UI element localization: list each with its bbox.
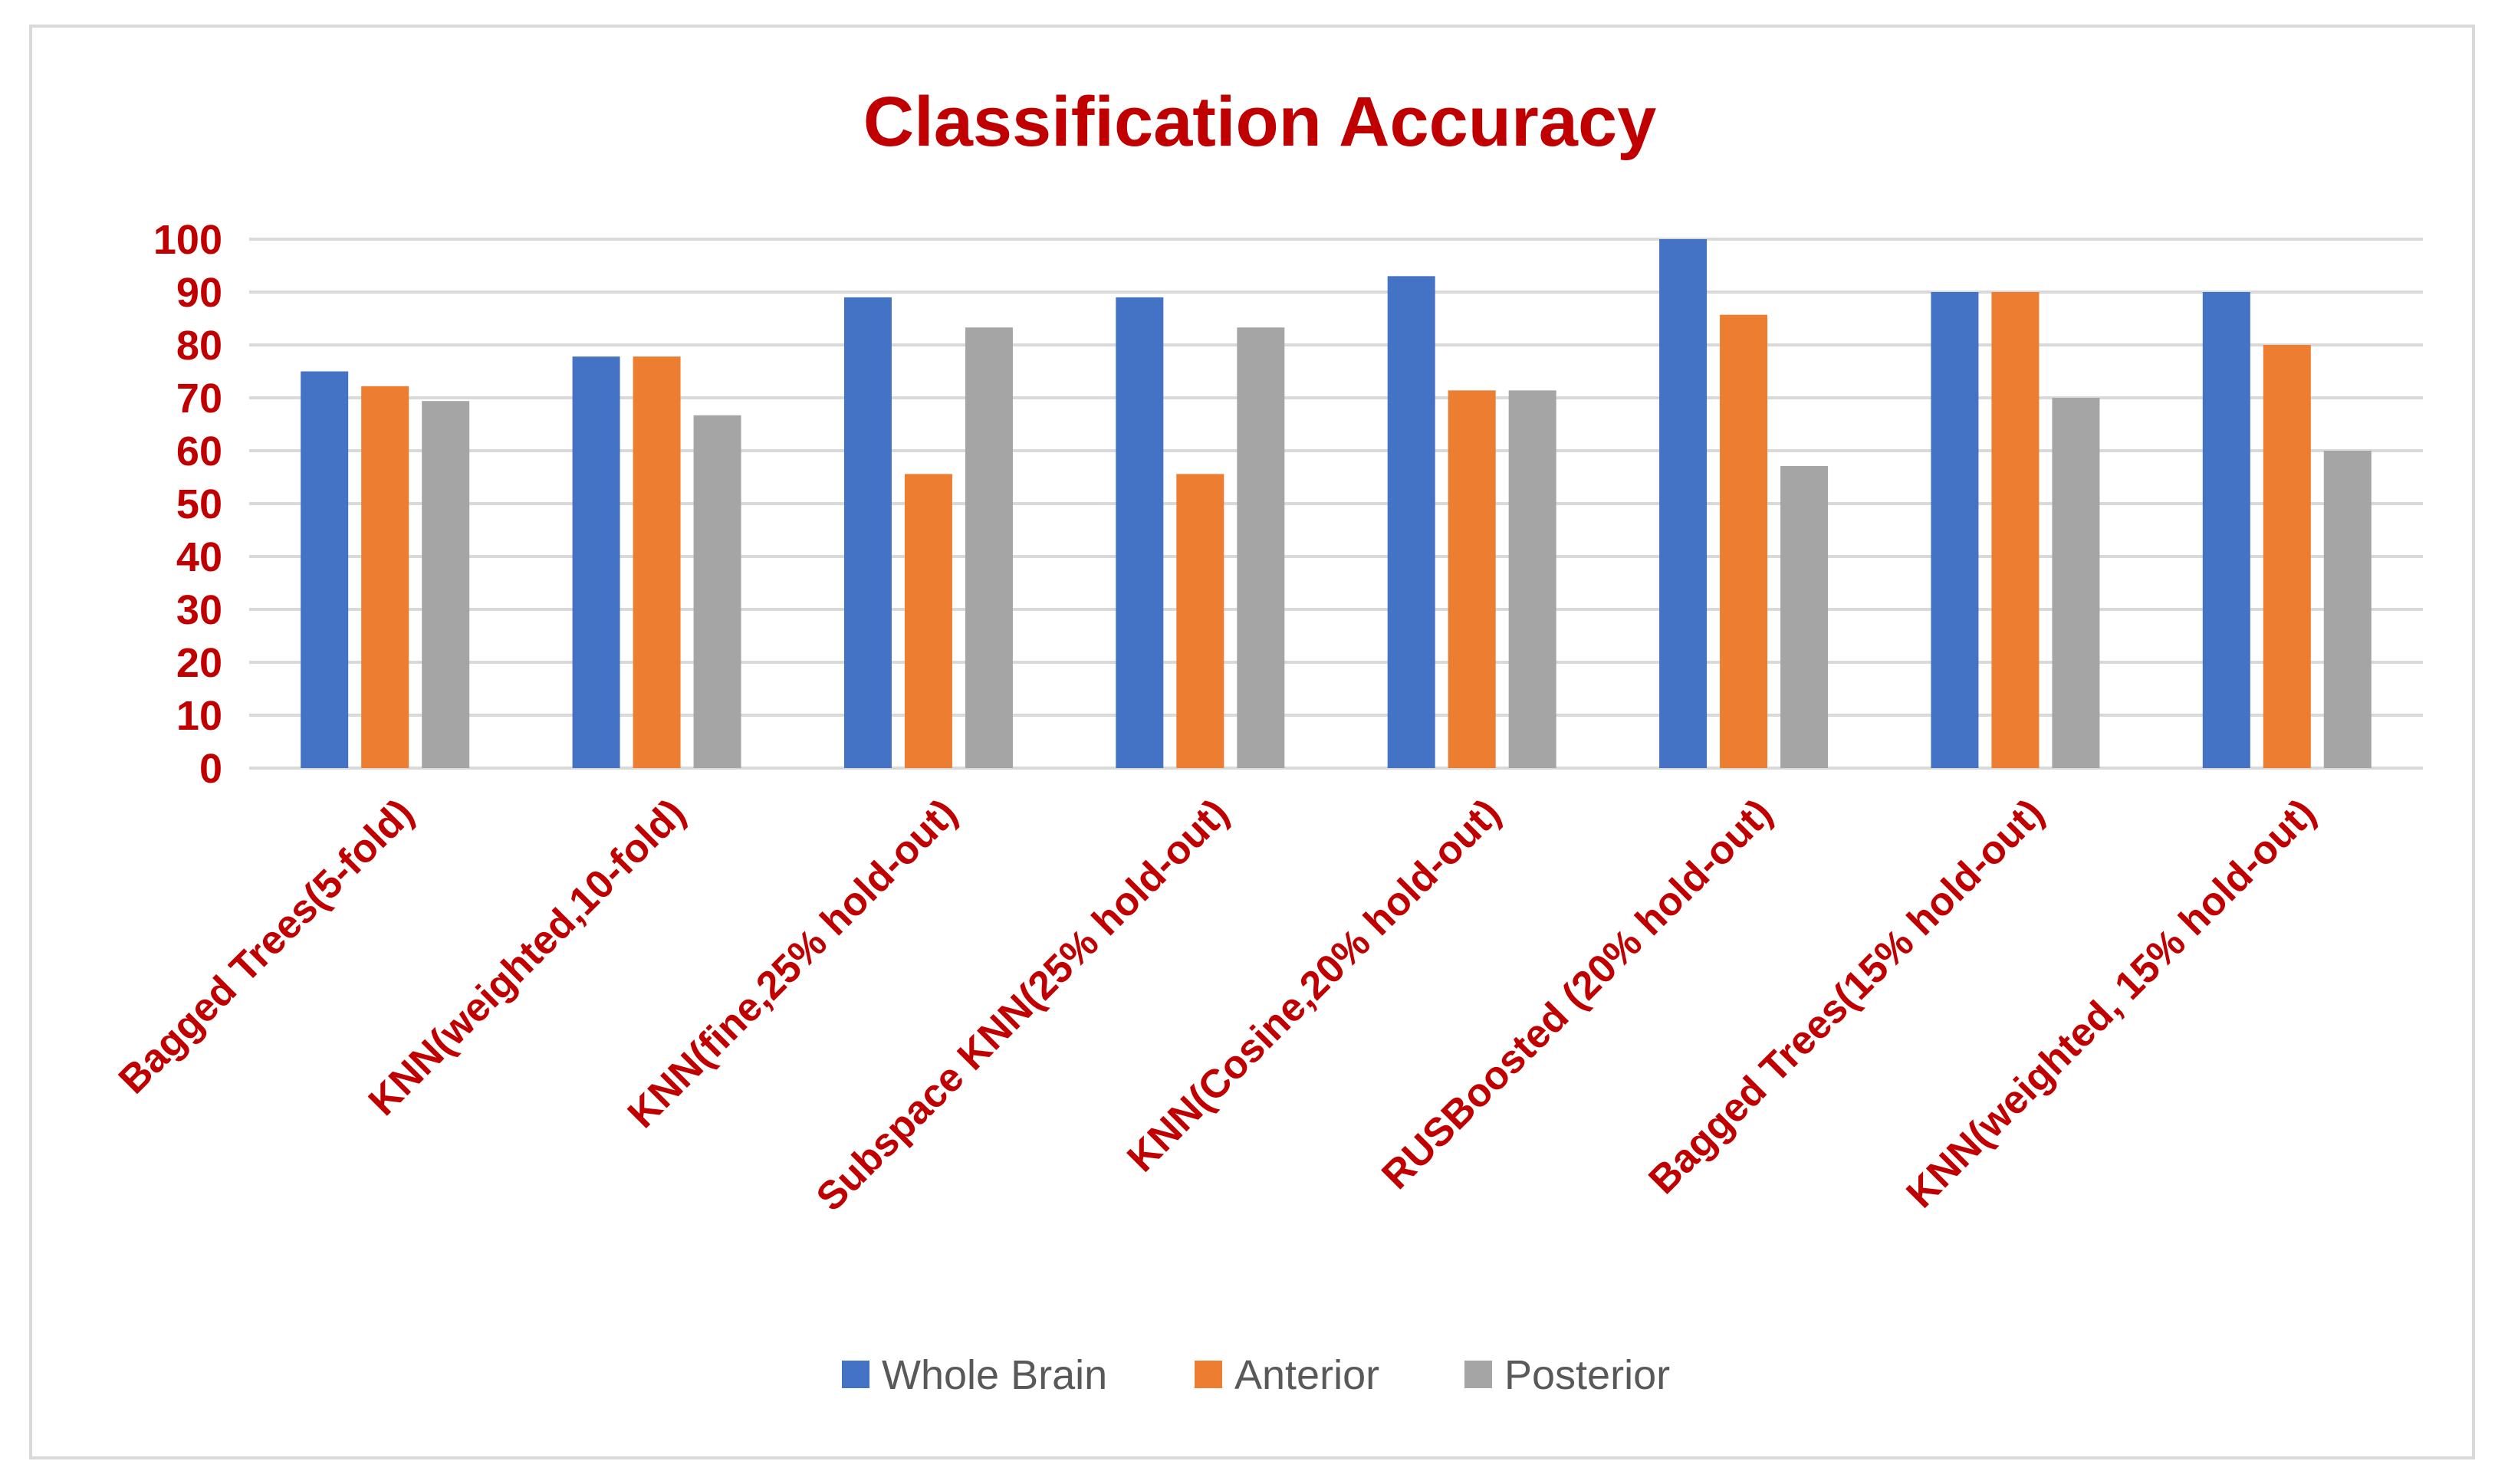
- y-tick-label: 90: [176, 270, 222, 316]
- legend-swatch-posterior: [1464, 1361, 1492, 1388]
- bar-posterior: [2052, 398, 2100, 768]
- bar-posterior: [1237, 327, 1285, 769]
- y-tick-label: 30: [176, 587, 222, 633]
- bar-anterior: [361, 386, 409, 768]
- y-tick-label: 0: [199, 746, 222, 792]
- y-tick-label: 20: [176, 640, 222, 686]
- x-tick-label: KNN(weighted,10-fold): [360, 790, 694, 1124]
- legend-swatch-whole-brain: [842, 1361, 869, 1388]
- y-tick-label: 60: [176, 428, 222, 474]
- y-tick-label: 40: [176, 534, 222, 580]
- bar-anterior: [904, 474, 952, 768]
- bar-posterior: [965, 327, 1013, 769]
- legend-label: Posterior: [1504, 1352, 1670, 1398]
- y-tick-label: 50: [176, 481, 222, 527]
- bar-anterior: [1720, 314, 1768, 768]
- bar-anterior: [1448, 390, 1496, 768]
- legend-label: Whole Brain: [882, 1352, 1107, 1398]
- bar-whole-brain: [572, 356, 620, 768]
- bar-posterior: [422, 401, 470, 768]
- x-axis-ticks: Bagged Trees(5-fold)KNN(weighted,10-fold…: [110, 790, 2324, 1220]
- bar-anterior: [1991, 292, 2040, 768]
- bar-whole-brain: [1116, 297, 1164, 768]
- y-tick-label: 80: [176, 323, 222, 369]
- bar-posterior: [1508, 390, 1556, 768]
- bar-whole-brain: [1387, 276, 1435, 768]
- y-axis-ticks: 0 10 20 30 40 50 60 70 80 90 100: [153, 217, 222, 792]
- bar-whole-brain: [1659, 239, 1708, 768]
- bar-anterior: [2263, 345, 2311, 768]
- legend-swatch-anterior: [1195, 1361, 1222, 1388]
- bar-whole-brain: [2202, 292, 2250, 768]
- bar-whole-brain: [301, 371, 349, 768]
- bar-posterior: [693, 415, 741, 768]
- bar-anterior: [1176, 474, 1224, 768]
- x-tick-label: Bagged Trees(5-fold): [110, 790, 422, 1102]
- bar-posterior: [2323, 451, 2372, 768]
- bar-posterior: [1780, 466, 1829, 768]
- bars: [301, 239, 2372, 769]
- y-tick-label: 10: [176, 693, 222, 739]
- y-tick-label: 100: [153, 217, 222, 263]
- bar-whole-brain: [843, 297, 892, 768]
- legend: Whole Brain Anterior Posterior: [842, 1352, 1670, 1398]
- bar-whole-brain: [1931, 292, 1979, 768]
- legend-label: Anterior: [1234, 1352, 1379, 1398]
- bar-anterior: [633, 356, 681, 768]
- y-tick-label: 70: [176, 376, 222, 422]
- chart-title: Classification Accuracy: [863, 83, 1657, 161]
